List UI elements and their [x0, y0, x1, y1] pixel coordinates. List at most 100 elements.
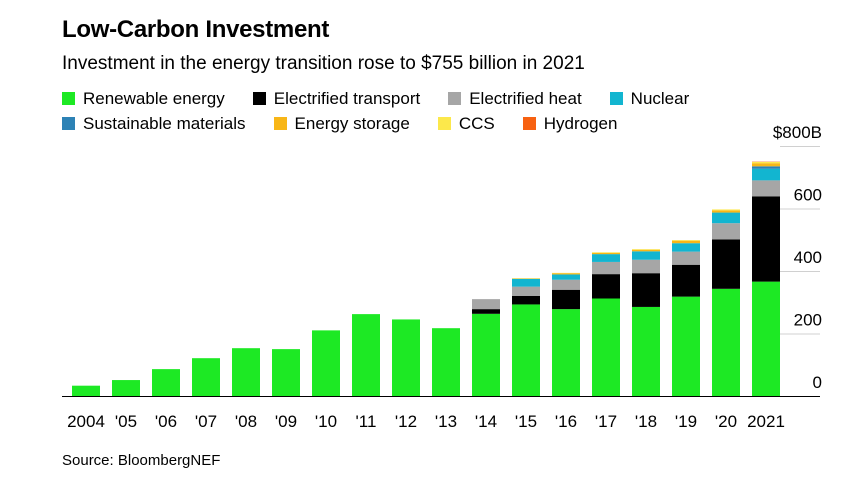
- legend-item-electrified-transport: Electrified transport: [252, 88, 421, 109]
- y-tick-label: 0: [813, 373, 822, 392]
- bar-segment-electrified-transport-19: [672, 264, 700, 297]
- bar-segment-energy-storage-16: [552, 273, 580, 275]
- x-tick-label: '06: [155, 412, 177, 431]
- bar-segment-nuclear-17: [592, 254, 620, 262]
- bar-segment-renewable-energy-18: [632, 306, 660, 396]
- legend-swatch-energy-storage: [273, 117, 287, 130]
- y-tick-label: 400: [794, 248, 822, 267]
- y-tick-label: 600: [794, 186, 822, 205]
- x-tick-label: '11: [356, 412, 377, 431]
- legend-swatch-sustainable-materials: [62, 117, 75, 130]
- bar-segment-electrified-heat-15: [512, 286, 540, 296]
- bar-segment-ccs-18: [632, 249, 660, 250]
- x-tick-label: '17: [595, 412, 617, 431]
- bar-segment-renewable-energy-08: [232, 348, 260, 396]
- legend-swatch-renewable-energy: [62, 92, 75, 105]
- x-tick-label: '09: [275, 412, 297, 431]
- chart-subtitle: Investment in the energy transition rose…: [62, 53, 585, 74]
- bar-segment-nuclear-15: [512, 278, 540, 287]
- bar-segment-ccs-20: [712, 209, 740, 211]
- bar-segment-renewable-energy-06: [152, 369, 180, 396]
- legend-item-nuclear: Nuclear: [609, 88, 690, 109]
- bar-segment-electrified-transport-15: [512, 296, 540, 305]
- bar-segment-renewable-energy-20: [712, 288, 740, 396]
- chart-title: Low-Carbon Investment: [62, 16, 330, 43]
- x-tick-label: '12: [395, 412, 417, 431]
- legend-swatch-nuclear: [609, 92, 623, 105]
- bar-segment-electrified-heat-17: [592, 261, 620, 275]
- bar-segment-renewable-energy-09: [272, 349, 300, 396]
- bar-segment-electrified-heat-20: [712, 223, 740, 240]
- legend-label-nuclear: Nuclear: [630, 88, 690, 108]
- bar-segment-energy-storage-2021: [752, 163, 780, 167]
- legend-swatch-electrified-heat: [448, 92, 462, 105]
- bar-segment-renewable-energy-10: [312, 330, 340, 396]
- bar-segment-renewable-energy-14: [472, 313, 500, 396]
- bar-segment-ccs-19: [672, 240, 700, 241]
- legend-label-ccs: CCS: [458, 113, 495, 133]
- bar-segment-nuclear-16: [552, 274, 580, 280]
- legend-item-ccs: CCS: [437, 113, 495, 134]
- bar-segment-energy-storage-20: [712, 210, 740, 213]
- bar-segment-renewable-energy-12: [392, 319, 420, 396]
- bar-stacks: [72, 161, 780, 396]
- bar-segment-electrified-transport-2021: [752, 196, 780, 282]
- legend-item-sustainable-materials: Sustainable materials: [62, 114, 246, 134]
- legend-item-hydrogen: Hydrogen: [522, 113, 618, 134]
- x-tick-label: '10: [315, 412, 337, 431]
- x-tick-label: '16: [555, 412, 577, 431]
- bar-segment-nuclear-19: [672, 243, 700, 252]
- legend-item-electrified-heat: Electrified heat: [448, 88, 582, 109]
- bar-segment-renewable-energy-2021: [752, 281, 780, 396]
- bar-segment-electrified-transport-16: [552, 289, 580, 310]
- legend-item-energy-storage: Energy storage: [273, 113, 410, 134]
- legend-label-hydrogen: Hydrogen: [543, 113, 618, 133]
- bar-segment-energy-storage-19: [672, 240, 700, 244]
- legend: Renewable energy Electrified transport E…: [62, 86, 842, 136]
- bar-segment-energy-storage-17: [592, 252, 620, 255]
- legend-swatch-hydrogen: [522, 117, 536, 130]
- x-axis-ticks: 2004 '05 '06 '07 '08 '09 '10 '11 '12 '13 '14 '15 '16…: [67, 412, 785, 431]
- bar-segment-renewable-energy-15: [512, 304, 540, 396]
- x-tick-label: '14: [475, 412, 497, 431]
- x-tick-label: '08: [235, 412, 257, 431]
- bar-segment-renewable-energy-11: [352, 314, 380, 396]
- bar-segment-energy-storage-18: [632, 249, 660, 252]
- x-tick-label: '18: [635, 412, 657, 431]
- x-tick-label: '15: [515, 412, 537, 431]
- bar-segment-renewable-energy-13: [432, 328, 460, 396]
- bar-segment-renewable-energy-17: [592, 298, 620, 396]
- legend-row-1: Renewable energy Electrified transport E…: [62, 86, 842, 111]
- bar-segment-electrified-heat-19: [672, 251, 700, 265]
- bar-segment-renewable-energy-05: [112, 380, 140, 396]
- legend-swatch-ccs: [437, 117, 451, 130]
- bar-segment-nuclear-18: [632, 251, 660, 260]
- x-tick-label: '07: [195, 412, 217, 431]
- x-tick-label: '05: [115, 412, 137, 431]
- legend-label-electrified-heat: Electrified heat: [469, 88, 582, 108]
- source-note: Source: BloombergNEF: [62, 452, 221, 469]
- bar-segment-electrified-heat-18: [632, 259, 660, 274]
- bar-segment-electrified-transport-18: [632, 273, 660, 307]
- x-tick-label: '13: [435, 412, 457, 431]
- bar-segment-electrified-heat-14: [472, 299, 500, 310]
- x-tick-label: '19: [675, 412, 697, 431]
- bar-segment-electrified-transport-14: [472, 309, 500, 314]
- x-tick-label: 2004: [67, 412, 105, 431]
- legend-label-energy-storage: Energy storage: [294, 113, 410, 133]
- bar-segment-ccs-17: [592, 252, 620, 253]
- bar-segment-renewable-energy-16: [552, 309, 580, 396]
- x-tick-label: 2021: [747, 412, 785, 431]
- legend-swatch-electrified-transport: [252, 92, 266, 105]
- bar-segment-nuclear-2021: [752, 168, 780, 181]
- legend-row-2: Sustainable materials Energy storage CCS…: [62, 111, 842, 136]
- bar-segment-nuclear-20: [712, 212, 740, 224]
- bar-segment-sustainable-materials-2021: [752, 166, 780, 169]
- bar-segment-ccs-2021: [752, 161, 780, 164]
- bar-segment-electrified-transport-17: [592, 274, 620, 299]
- bar-segment-renewable-energy-2004: [72, 385, 100, 396]
- legend-label-electrified-transport: Electrified transport: [273, 88, 421, 108]
- bar-segment-renewable-energy-19: [672, 296, 700, 396]
- bar-segment-electrified-heat-16: [552, 279, 580, 290]
